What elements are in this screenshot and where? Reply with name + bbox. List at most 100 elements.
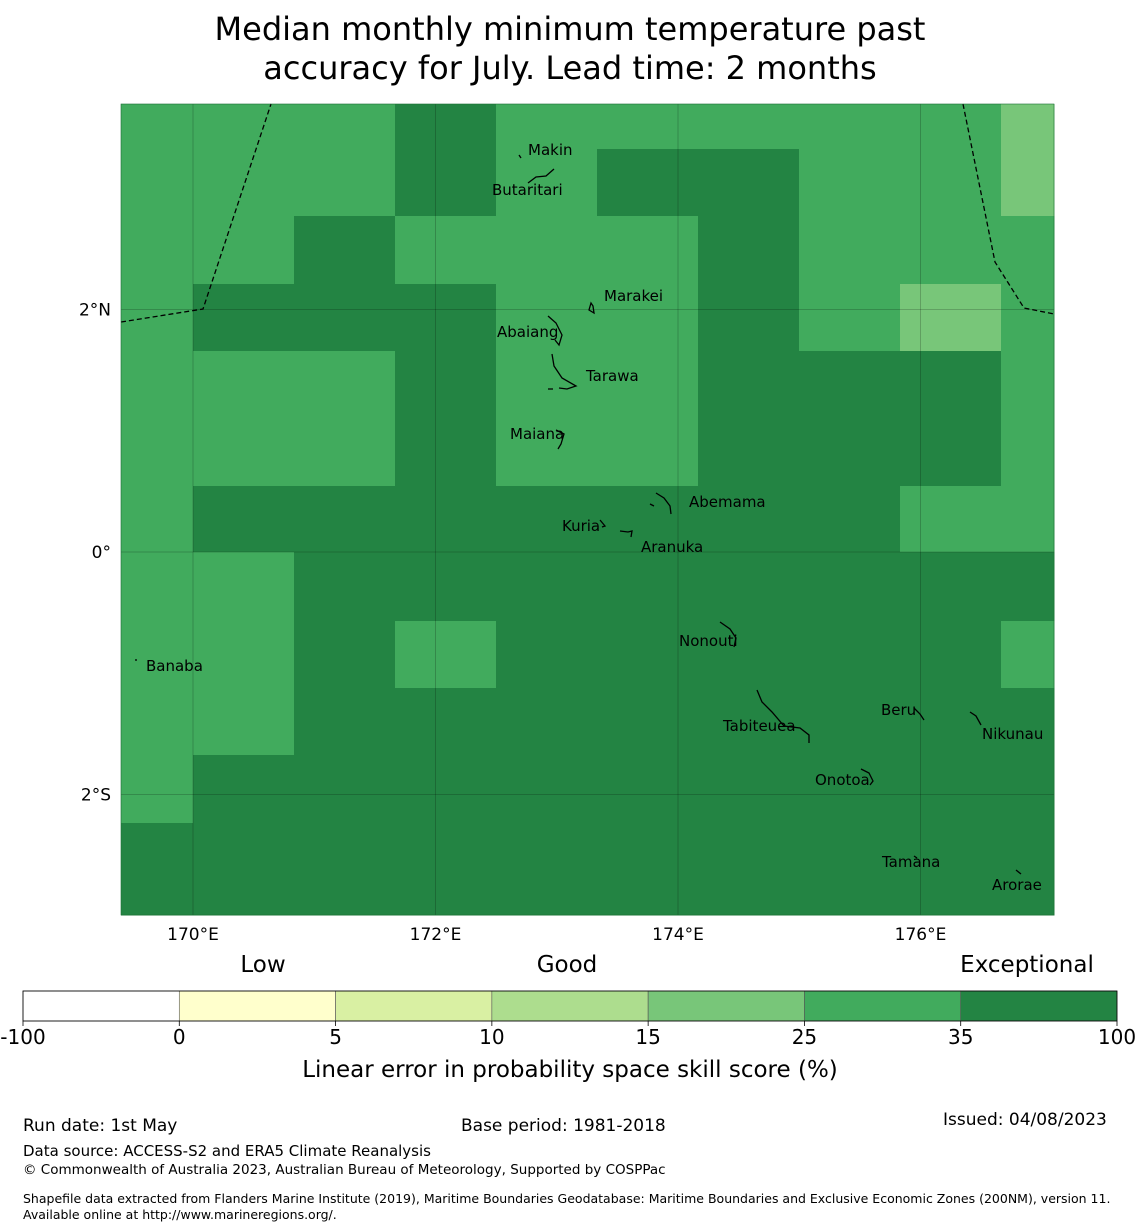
grid-cell: [1001, 149, 1055, 217]
x-tick-label: 176°E: [895, 925, 947, 945]
grid-cell: [121, 149, 194, 217]
island-label: Abaiang: [497, 323, 558, 341]
x-tick-label: 170°E: [167, 925, 219, 945]
grid-cell: [597, 823, 699, 891]
grid-cell: [395, 486, 497, 553]
grid-cell: [698, 149, 800, 217]
grid-cell: [900, 823, 1002, 891]
grid-cell: [121, 419, 194, 487]
grid-cell: [193, 419, 295, 487]
grid-cell: [900, 284, 1002, 352]
colorbar-tick-label: 35: [948, 1025, 973, 1049]
grid-cell: [395, 552, 497, 622]
map-title-line-1: Median monthly minimum temperature past: [214, 10, 926, 48]
grid-cell: [698, 823, 800, 891]
grid-cell: [121, 621, 194, 689]
grid-cell: [698, 688, 800, 756]
grid-cell: [193, 149, 295, 217]
grid-cell: [395, 149, 497, 217]
y-tick-label: 2°N: [79, 301, 111, 321]
grid-cell: [193, 823, 295, 891]
grid-cell: [799, 351, 901, 420]
colorbar: -100 0 5 10 15 25 35 100 Low Good Exceptional Linea…: [0, 952, 1136, 1083]
grid-cell: [294, 890, 396, 916]
grid-cell: [799, 621, 901, 689]
colorbar-segment: [804, 990, 962, 1022]
island-label: Marakei: [604, 287, 663, 305]
grid-cell: [496, 351, 598, 420]
grid-cell: [294, 284, 396, 352]
colorbar-category-label: Exceptional: [960, 952, 1094, 978]
grid-cell: [395, 621, 497, 689]
grid-cell: [900, 621, 1002, 689]
grid-cell: [597, 552, 699, 622]
grid-cell: [294, 552, 396, 622]
grid-cell: [395, 284, 497, 352]
island-label: Aranuka: [641, 538, 703, 556]
grid-cell: [395, 755, 497, 824]
island-label: Kuria: [562, 517, 600, 535]
grid-cell: [597, 284, 699, 352]
base-period: Base period: 1981-2018: [461, 1116, 666, 1136]
grid-cell: [900, 890, 1002, 916]
x-tick-label: 174°E: [652, 925, 704, 945]
run-date: Run date: 1st May: [23, 1116, 178, 1136]
grid-cell: [698, 486, 800, 553]
grid-cell: [395, 890, 497, 916]
island-coastline: [599, 519, 633, 538]
colorbar-segment: [178, 990, 336, 1022]
grid-cell: [698, 419, 800, 487]
grid-cell: [193, 216, 295, 285]
island-coastline: [1015, 869, 1022, 875]
grid-cell: [900, 216, 1002, 285]
grid-cell: [294, 216, 396, 285]
grid-cell: [597, 104, 699, 150]
grid-cell: [597, 486, 699, 553]
grid-cell: [799, 890, 901, 916]
island-label: Makin: [528, 141, 573, 159]
grid-cell: [121, 552, 194, 622]
island-coastline: [756, 689, 810, 743]
grid-cell: [193, 351, 295, 420]
grid-cell: [799, 419, 901, 487]
colorbar-tick-label: -100: [0, 1025, 45, 1049]
grid-cell: [395, 823, 497, 891]
grid-cell: [900, 419, 1002, 487]
skill-grid-cells: [121, 104, 1055, 916]
grid-cell: [496, 755, 598, 824]
shapefile-credit: Shapefile data extracted from Flanders M…: [23, 1191, 1111, 1222]
grid-cell: [496, 552, 598, 622]
grid-cell: [294, 823, 396, 891]
colorbar-tick-label: 25: [792, 1025, 817, 1049]
grid-cell: [1001, 823, 1055, 891]
grid-cell: [496, 486, 598, 553]
colorbar-segment: [960, 990, 1118, 1022]
grid-cell: [294, 755, 396, 824]
grid-cell: [496, 284, 598, 352]
grid-cell: [193, 890, 295, 916]
eez-boundary-east: [962, 103, 1055, 315]
grid-cell: [121, 104, 194, 150]
grid-cell: [294, 486, 396, 553]
grid-cell: [799, 149, 901, 217]
island-label: Abemama: [689, 493, 766, 511]
island-label: Beru: [881, 701, 916, 719]
grid-cell: [900, 688, 1002, 756]
colorbar-segment: [22, 990, 180, 1022]
grid-cell: [799, 486, 901, 553]
map-title: Median monthly minimum temperature past …: [0, 10, 1140, 88]
grid-cell: [698, 755, 800, 824]
grid-cell: [496, 104, 598, 150]
eez-boundary-west: [120, 103, 272, 323]
grid-cell: [799, 688, 901, 756]
grid-cell: [900, 755, 1002, 824]
grid-cell: [193, 621, 295, 689]
grid-cell: [121, 890, 194, 916]
grid-cell: [294, 419, 396, 487]
grid-cell: [294, 351, 396, 420]
grid-cell: [597, 688, 699, 756]
grid-cell: [698, 284, 800, 352]
grid-cell: [193, 552, 295, 622]
grid-cell: [597, 351, 699, 420]
grid-cell: [597, 419, 699, 487]
